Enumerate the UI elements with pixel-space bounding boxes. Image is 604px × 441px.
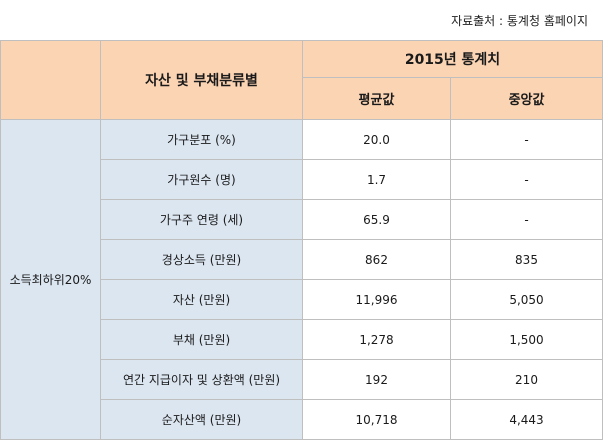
table-row: 연간 지급이자 및 상환액 (만원) 192 210 [1, 359, 604, 400]
row-label: 가구분포 (%) [100, 119, 303, 160]
median-value: 210 [449, 359, 604, 400]
median-value: 5,050 [449, 279, 604, 320]
mean-value: 65.9 [302, 199, 451, 240]
median-value: - [449, 119, 604, 160]
mean-value: 20.0 [302, 119, 451, 160]
row-label: 순자산액 (만원) [100, 399, 303, 440]
year-header: 2015년 통계치 [301, 40, 604, 78]
median-value: 4,443 [449, 399, 604, 440]
row-label: 연간 지급이자 및 상환액 (만원) [100, 359, 303, 400]
median-column-header: 중앙값 [449, 77, 604, 120]
table-row: 가구원수 (명) 1.7 - [1, 159, 604, 200]
table-row: 경상소득 (만원) 862 835 [1, 239, 604, 280]
mean-value: 11,996 [302, 279, 451, 320]
table-row: 가구주 연령 (세) 65.9 - [1, 199, 604, 240]
table-row: 소득최하위20% 가구분포 (%) 20.0 - [0, 119, 604, 440]
row-label: 가구원수 (명) [100, 159, 303, 200]
statistics-table: 자산 및 부채분류별 2015년 통계치 평균값 중앙값 소득최하위20% 가구… [0, 40, 604, 440]
table-row: 자산 (만원) 11,996 5,050 [1, 279, 604, 320]
header-corner-cell [0, 40, 101, 120]
table-row: 순자산액 (만원) 10,718 4,443 [1, 399, 604, 440]
mean-value: 862 [302, 239, 451, 280]
group-label-cell: 소득최하위20% [0, 119, 101, 440]
source-note: 자료출처 : 통계청 홈페이지 [451, 14, 588, 28]
row-label: 경상소득 (만원) [100, 239, 303, 280]
header-row-sub: 평균값 중앙값 [1, 77, 604, 120]
mean-value: 192 [302, 359, 451, 400]
median-value: 835 [449, 239, 604, 280]
header-row-top: 자산 및 부채분류별 2015년 통계치 [0, 40, 604, 120]
mean-value: 10,718 [302, 399, 451, 440]
table-row: 부채 (만원) 1,278 1,500 [1, 319, 604, 360]
mean-column-header: 평균값 [302, 77, 451, 120]
median-value: - [449, 159, 604, 200]
category-header: 자산 및 부채분류별 [100, 40, 303, 120]
mean-value: 1.7 [302, 159, 451, 200]
median-value: 1,500 [449, 319, 604, 360]
row-label: 부채 (만원) [100, 319, 303, 360]
mean-value: 1,278 [302, 319, 451, 360]
row-label: 가구주 연령 (세) [100, 199, 303, 240]
median-value: - [449, 199, 604, 240]
row-label: 자산 (만원) [100, 279, 303, 320]
